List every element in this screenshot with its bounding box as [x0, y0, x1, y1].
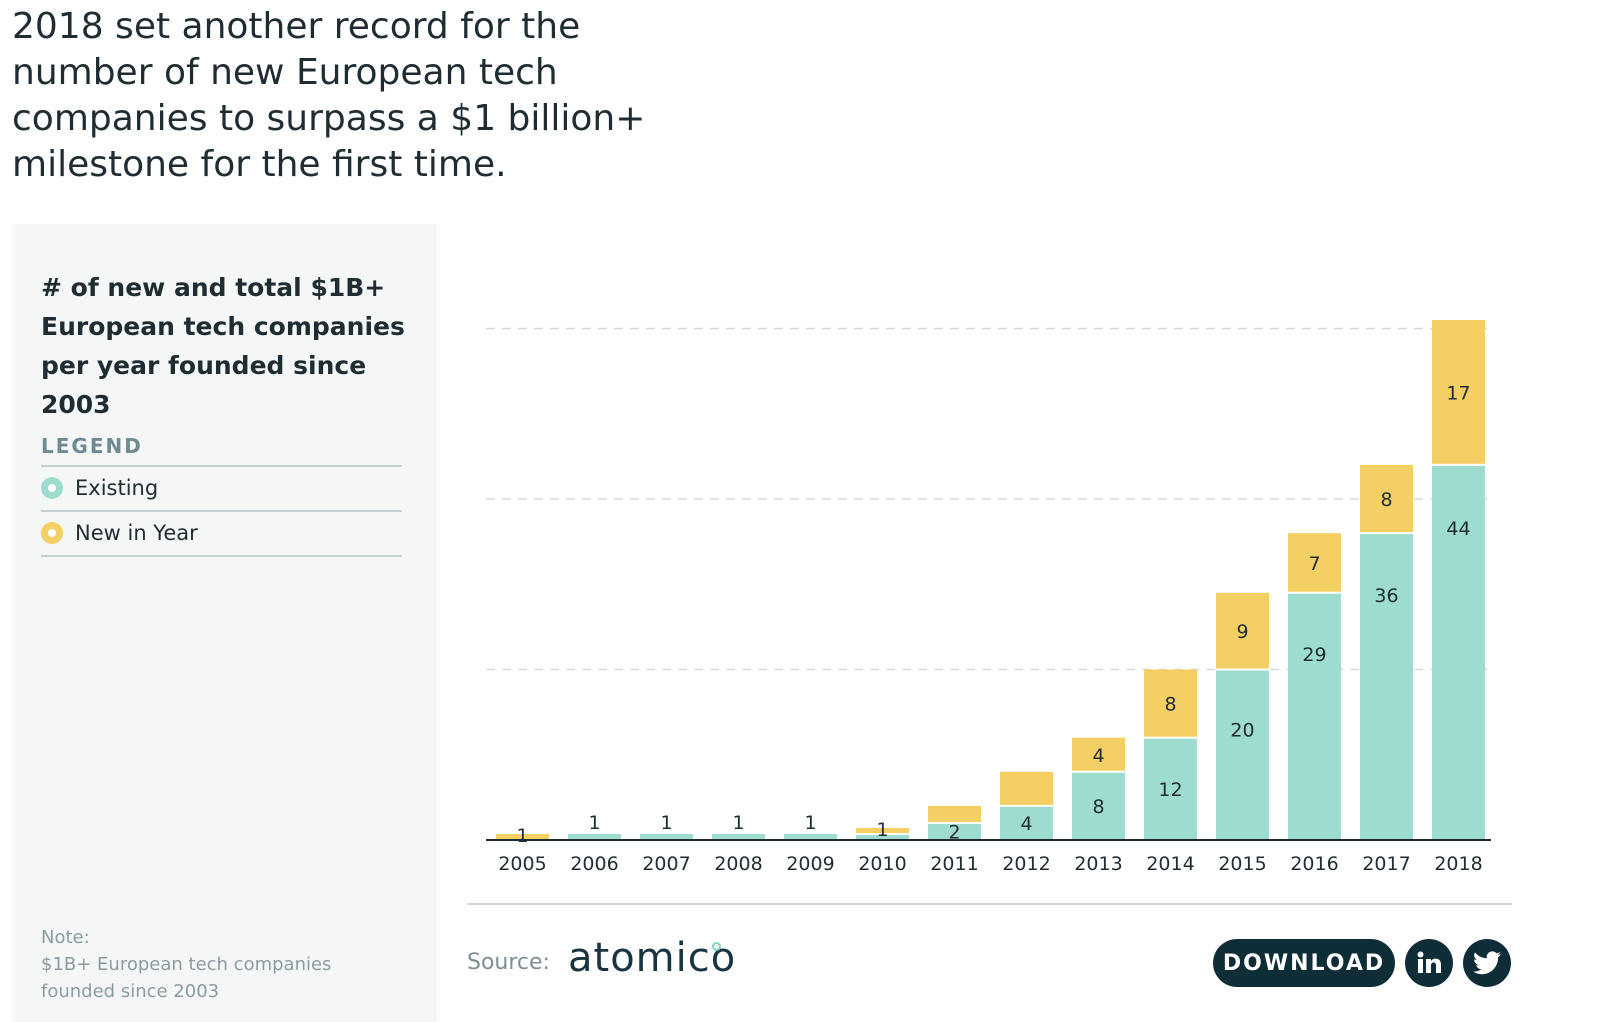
x-tick-2014: 2014 [1146, 853, 1194, 875]
label-existing-2018: 44 [1446, 518, 1470, 540]
legend-item-new: New in Year [41, 512, 402, 554]
x-tick-2009: 2009 [786, 853, 834, 875]
bar-new-2013 [1072, 737, 1125, 772]
stacked-bar-chart: 1200512006120071200812009120102201142012… [486, 320, 1491, 875]
label-existing-2008: 1 [732, 812, 744, 834]
bar-existing-2018 [1432, 464, 1485, 840]
bar-existing-2013 [1072, 771, 1125, 840]
x-tick-2018: 2018 [1434, 853, 1482, 875]
bar-new-2015 [1216, 592, 1269, 670]
label-new-2017: 8 [1380, 489, 1392, 511]
legend-item-existing: Existing [41, 467, 402, 509]
label-existing-2007: 1 [660, 812, 672, 834]
labels: 1200512006120071200812009120102201142012… [498, 382, 1482, 875]
note-text: $1B+ European tech companies founded sin… [41, 954, 332, 1002]
bar-new-2005 [496, 834, 549, 840]
label-existing-2013: 8 [1092, 796, 1104, 818]
label-existing-2016: 29 [1302, 644, 1326, 666]
download-button[interactable]: DOWNLOAD [1213, 939, 1395, 987]
x-tick-2008: 2008 [714, 853, 762, 875]
bar-existing-2006 [568, 834, 621, 840]
x-tick-2006: 2006 [570, 853, 618, 875]
bar-existing-2014 [1144, 737, 1197, 840]
chart-note: Note: $1B+ European tech companies found… [41, 924, 401, 1005]
bar-new-2012 [1000, 771, 1053, 806]
label-existing-2012: 4 [1020, 813, 1032, 835]
legend-divider [41, 510, 402, 512]
label-existing-2011: 2 [948, 821, 960, 843]
footer-divider [467, 903, 1512, 905]
bar-new-2014 [1144, 669, 1197, 738]
info-panel: # of new and total $1B+ European tech co… [12, 224, 437, 1022]
bar-existing-2008 [712, 834, 765, 840]
legend-label-new: New in Year [75, 521, 198, 545]
label-new-2016: 7 [1308, 553, 1320, 575]
note-label: Note: [41, 927, 90, 948]
legend-divider [41, 555, 402, 557]
label-new-2018: 17 [1446, 382, 1470, 404]
x-tick-2017: 2017 [1362, 853, 1410, 875]
label-existing-2015: 20 [1230, 720, 1254, 742]
x-tick-2010: 2010 [858, 853, 906, 875]
x-tick-2016: 2016 [1290, 853, 1338, 875]
x-tick-2011: 2011 [930, 853, 978, 875]
bar-new-2010 [856, 828, 909, 834]
bar-new-2016 [1288, 533, 1341, 593]
linkedin-share-button[interactable] [1405, 939, 1453, 987]
label-new-2014: 8 [1164, 694, 1176, 716]
label-new-2005: 1 [516, 825, 528, 847]
bar-existing-2015 [1216, 669, 1269, 840]
twitter-icon [1473, 951, 1501, 975]
x-tick-2005: 2005 [498, 853, 546, 875]
label-existing-2014: 12 [1158, 779, 1182, 801]
bar-existing-2016 [1288, 592, 1341, 840]
bar-existing-2007 [640, 834, 693, 840]
logo-ring-icon [712, 942, 721, 951]
source-label: Source: [467, 950, 550, 975]
bar-new-2017 [1360, 464, 1413, 534]
existing-dot-icon [41, 477, 63, 499]
bar-existing-2011 [928, 822, 981, 840]
chart-title: # of new and total $1B+ European tech co… [41, 273, 405, 419]
label-new-2015: 9 [1236, 621, 1248, 643]
x-tick-2013: 2013 [1074, 853, 1122, 875]
bar-existing-2012 [1000, 805, 1053, 840]
label-existing-2009: 1 [804, 812, 816, 834]
label-existing-2006: 1 [588, 812, 600, 834]
x-tick-2012: 2012 [1002, 853, 1050, 875]
x-tick-2007: 2007 [642, 853, 690, 875]
x-tick-2015: 2015 [1218, 853, 1266, 875]
new-dot-icon [41, 522, 63, 544]
linkedin-icon [1417, 951, 1441, 973]
bars [496, 320, 1485, 840]
bar-new-2018 [1432, 320, 1485, 465]
label-new-2013: 4 [1092, 745, 1104, 767]
legend-heading: LEGEND [41, 434, 143, 458]
legend-divider [41, 465, 402, 467]
bar-new-2011 [928, 805, 981, 823]
twitter-share-button[interactable] [1463, 939, 1511, 987]
bar-existing-2017 [1360, 533, 1413, 840]
bar-existing-2010 [856, 834, 909, 840]
bar-existing-2009 [784, 834, 837, 840]
label-new-2010: 1 [876, 819, 888, 841]
legend-label-existing: Existing [75, 476, 159, 500]
atomico-logo[interactable]: atomico [568, 935, 737, 981]
headline: 2018 set another record for the number o… [12, 6, 646, 185]
label-existing-2017: 36 [1374, 585, 1398, 607]
